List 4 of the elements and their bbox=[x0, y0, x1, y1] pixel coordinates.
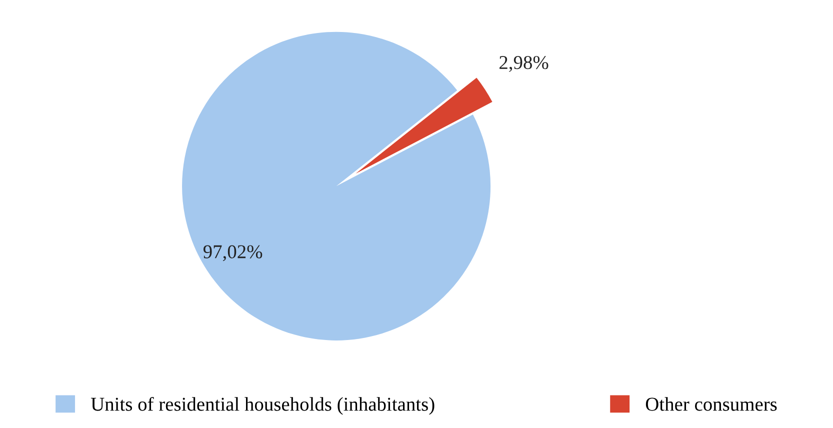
data-label: 97,02% bbox=[203, 245, 262, 262]
data-label: 2,98% bbox=[500, 56, 548, 72]
legend-label: Units of residential households (inhabitants) bbox=[90, 396, 434, 415]
legend-label: Other consumers bbox=[646, 397, 777, 411]
